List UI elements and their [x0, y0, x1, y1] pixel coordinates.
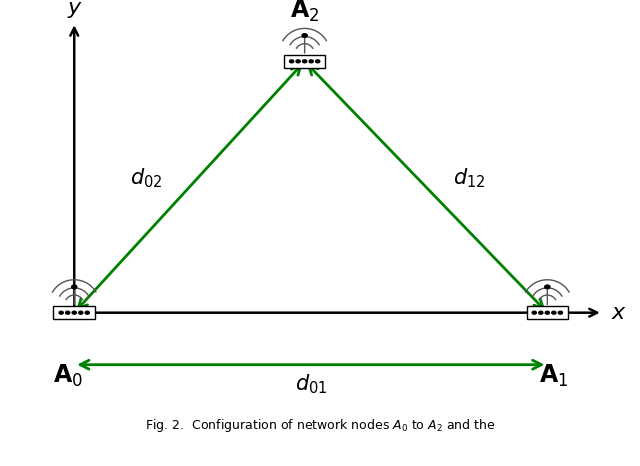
Text: $\mathbf{A}_1$: $\mathbf{A}_1$ [539, 363, 568, 389]
Text: x: x [612, 303, 625, 322]
FancyBboxPatch shape [284, 55, 326, 68]
Circle shape [558, 311, 563, 314]
Circle shape [303, 60, 307, 63]
Circle shape [552, 311, 556, 314]
Text: $\mathbf{A}_0$: $\mathbf{A}_0$ [53, 363, 83, 389]
Circle shape [296, 60, 300, 63]
Circle shape [289, 60, 294, 63]
Circle shape [316, 60, 320, 63]
Circle shape [72, 311, 76, 314]
Circle shape [79, 311, 83, 314]
Circle shape [545, 285, 550, 289]
Circle shape [539, 311, 543, 314]
Text: $d_{12}$: $d_{12}$ [452, 166, 485, 190]
Text: $d_{02}$: $d_{02}$ [130, 166, 163, 190]
Text: Fig. 2.  Configuration of network nodes $A_0$ to $A_2$ and the: Fig. 2. Configuration of network nodes $… [145, 417, 495, 434]
FancyBboxPatch shape [53, 306, 95, 319]
Text: $d_{01}$: $d_{01}$ [294, 372, 327, 396]
Text: y: y [68, 0, 81, 18]
Text: $\mathbf{A}_2$: $\mathbf{A}_2$ [290, 0, 319, 25]
Circle shape [85, 311, 90, 314]
Circle shape [302, 34, 307, 37]
Circle shape [72, 285, 77, 289]
FancyBboxPatch shape [527, 306, 568, 319]
Circle shape [66, 311, 70, 314]
Circle shape [532, 311, 536, 314]
Circle shape [545, 311, 549, 314]
Circle shape [59, 311, 63, 314]
Circle shape [309, 60, 313, 63]
